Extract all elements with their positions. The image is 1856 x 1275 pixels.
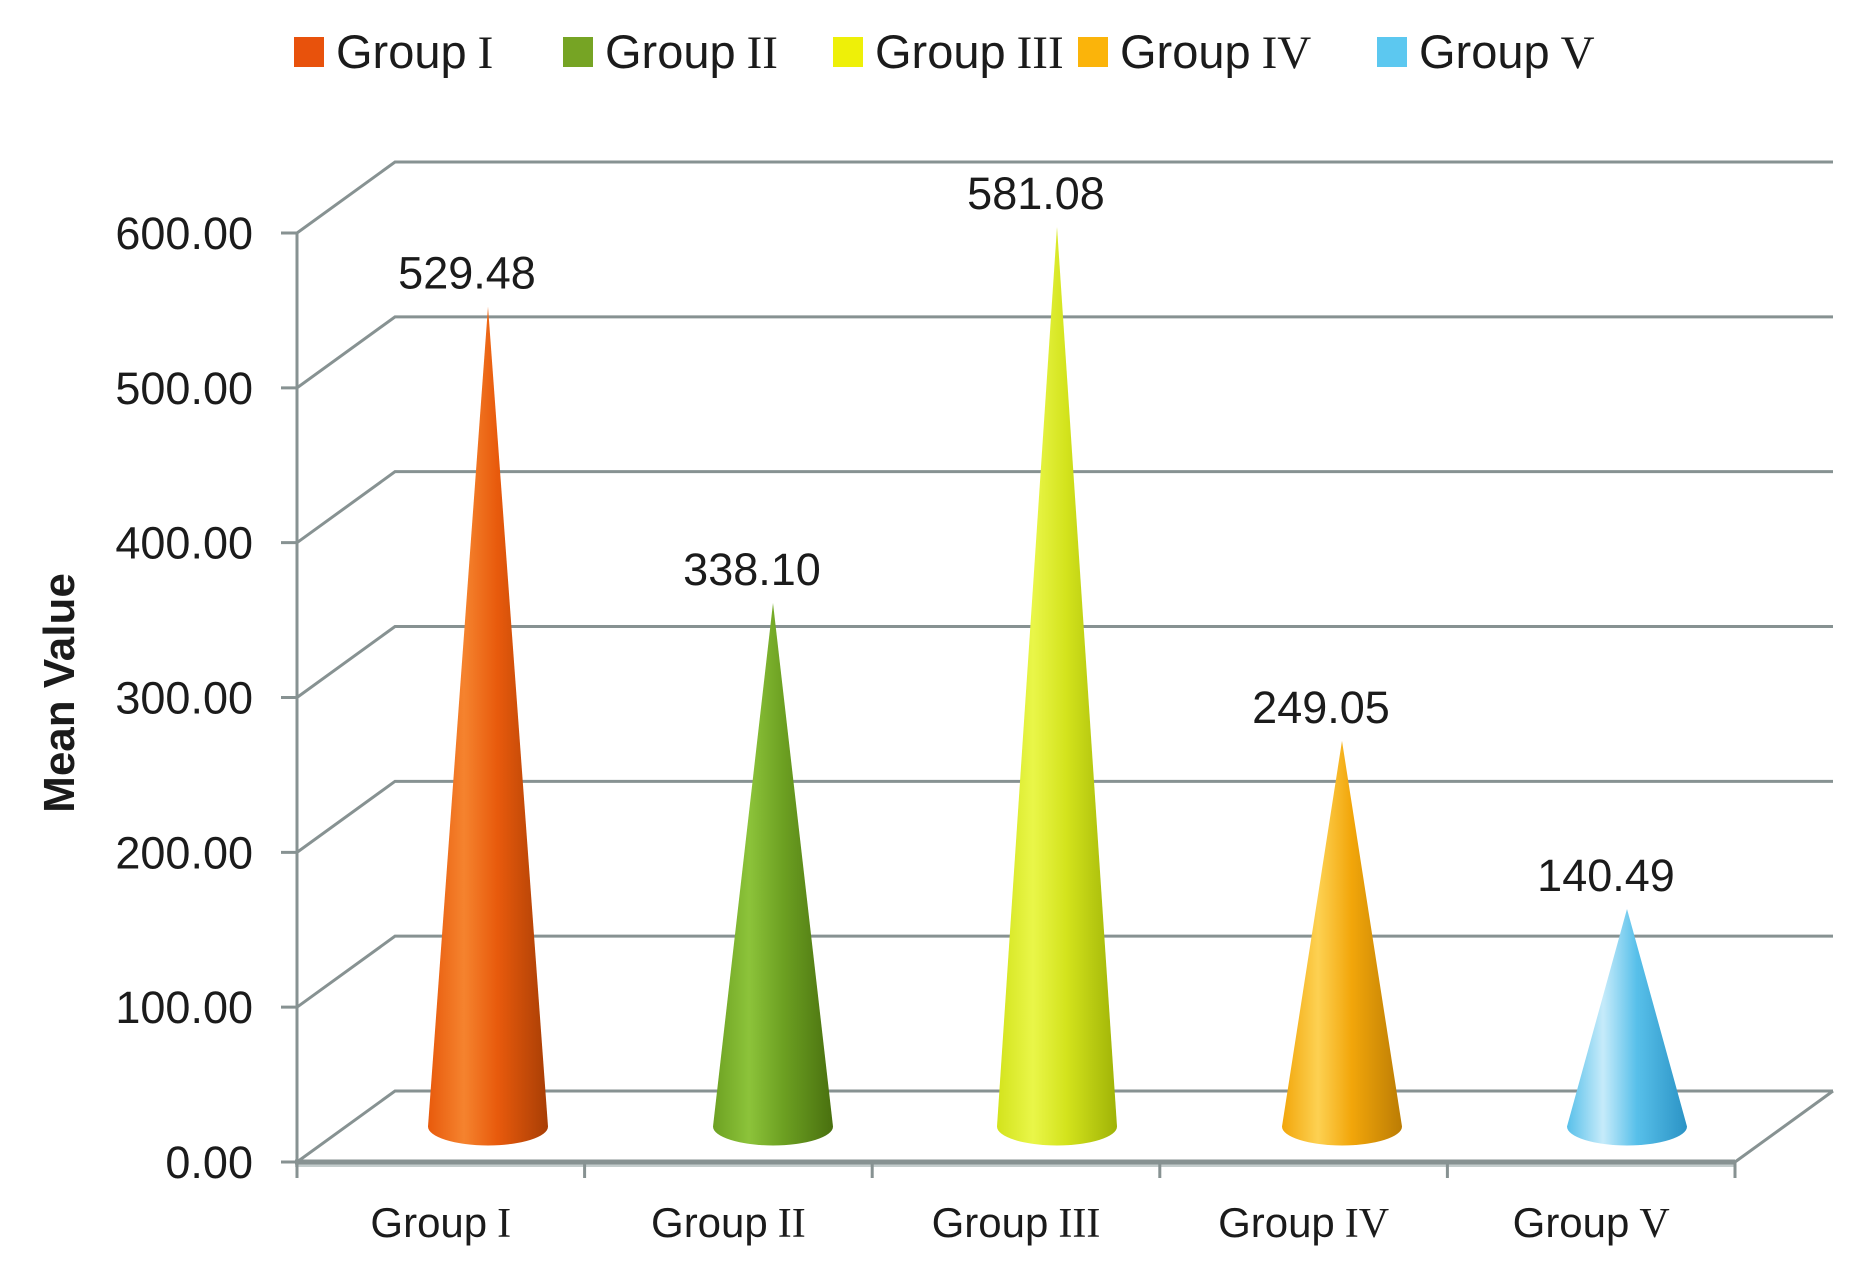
floor-right-edge — [1734, 1089, 1834, 1164]
cone-group-v — [1567, 908, 1687, 1146]
axes — [295, 233, 1834, 1178]
y-tick-label: 400.00 — [115, 518, 253, 569]
legend-swatch — [563, 37, 593, 67]
legend-swatch — [294, 37, 324, 67]
category-labels: Group I Group II Group III Group IV Group V — [370, 1199, 1669, 1247]
value-label: 140.49 — [1537, 850, 1675, 901]
gridline-500.00 — [281, 315, 1833, 390]
legend-label: Group V — [1419, 25, 1595, 79]
category-label: Group IV — [1218, 1199, 1389, 1247]
legend-item-group-iv: Group IV — [1078, 25, 1311, 79]
gridline-200.00 — [281, 779, 1833, 854]
value-label: 338.10 — [683, 544, 821, 595]
legend: Group I Group II Group III Group IV Group V — [294, 25, 1595, 79]
legend-item-group-iii: Group III — [833, 25, 1064, 79]
value-label: 581.08 — [967, 168, 1105, 219]
cone-group-ii — [713, 603, 833, 1146]
y-tick-label: 300.00 — [115, 673, 253, 724]
legend-label: Group III — [875, 25, 1064, 79]
gridline-600.00 — [281, 160, 1833, 235]
value-labels: 529.48 338.10 581.08 249.05 140.49 — [398, 168, 1675, 901]
legend-label: Group I — [336, 25, 493, 79]
gridline-400.00 — [281, 470, 1833, 545]
legend-item-group-ii: Group II — [563, 25, 778, 79]
legend-swatch — [1078, 37, 1108, 67]
cone-group-i — [428, 306, 548, 1146]
y-tick-label: 100.00 — [115, 982, 253, 1033]
y-tick-label: 200.00 — [115, 827, 253, 878]
category-label: Group III — [932, 1199, 1101, 1247]
cone-group-iv — [1282, 740, 1402, 1146]
legend-label: Group II — [605, 25, 778, 79]
legend-swatch — [1377, 37, 1407, 67]
gridlines: 0.00 100.00 200.00 300.00 400.00 500.00 600.00 — [115, 160, 1833, 1188]
category-label: Group I — [370, 1199, 511, 1247]
legend-item-group-i: Group I — [294, 25, 493, 79]
gridline-100.00 — [281, 934, 1833, 1009]
value-label: 529.48 — [398, 248, 536, 299]
legend-label: Group IV — [1120, 25, 1311, 79]
category-label: Group V — [1513, 1199, 1670, 1247]
legend-swatch — [833, 37, 863, 67]
cone-series — [428, 226, 1687, 1146]
y-axis-title: Mean Value — [35, 573, 84, 813]
y-tick-label: 500.00 — [115, 363, 253, 414]
gridline-300.00 — [281, 625, 1833, 700]
legend-item-group-v: Group V — [1377, 25, 1595, 79]
y-tick-label: 600.00 — [115, 208, 253, 259]
value-label: 249.05 — [1252, 682, 1390, 733]
y-tick-label: 0.00 — [165, 1137, 253, 1188]
category-label: Group II — [651, 1199, 806, 1247]
cone-group-iii — [997, 226, 1117, 1146]
